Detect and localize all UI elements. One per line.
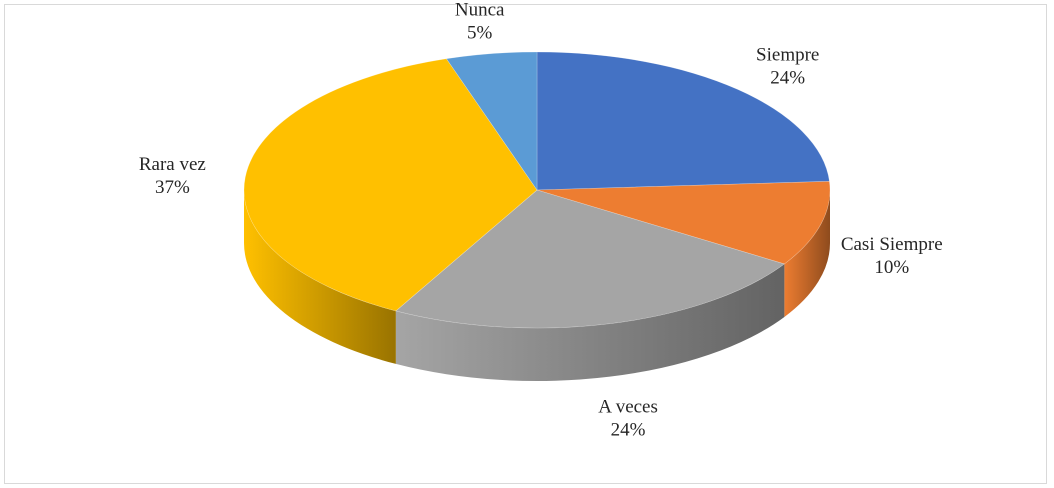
pie-slice-siempre xyxy=(536,51,830,191)
data-label-a-veces: A veces 24% xyxy=(598,396,658,440)
data-label-nunca: Nunca 5% xyxy=(455,0,505,44)
pie-slice-rara-vez xyxy=(243,58,538,312)
pie-tops xyxy=(243,51,831,329)
data-label-rara-vez: Rara vez 37% xyxy=(139,154,206,198)
pie-side-a-veces xyxy=(395,263,785,381)
pie-slice-nunca xyxy=(445,51,538,191)
data-label-casi-siempre: Casi Siempre 10% xyxy=(841,234,943,278)
pie-sides xyxy=(244,190,830,381)
pie-slice-a-veces xyxy=(395,189,786,329)
pie-side-casi-siempre xyxy=(784,190,830,317)
pie-side-rara-vez xyxy=(244,190,396,364)
pie-slice-casi-siempre xyxy=(536,181,831,265)
pie-labels: Siempre 24% Casi Siempre 10% A veces 24% Rara … xyxy=(139,0,943,440)
data-label-siempre: Siempre 24% xyxy=(756,44,819,88)
